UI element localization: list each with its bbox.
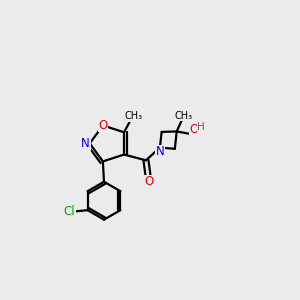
Text: O: O bbox=[190, 123, 199, 136]
Text: CH₃: CH₃ bbox=[175, 111, 193, 121]
Text: N: N bbox=[155, 145, 164, 158]
Text: N: N bbox=[81, 137, 90, 150]
Text: O: O bbox=[144, 175, 153, 188]
Text: H: H bbox=[197, 122, 205, 132]
Text: O: O bbox=[98, 119, 107, 132]
Text: CH₃: CH₃ bbox=[124, 111, 142, 121]
Text: Cl: Cl bbox=[64, 205, 75, 218]
